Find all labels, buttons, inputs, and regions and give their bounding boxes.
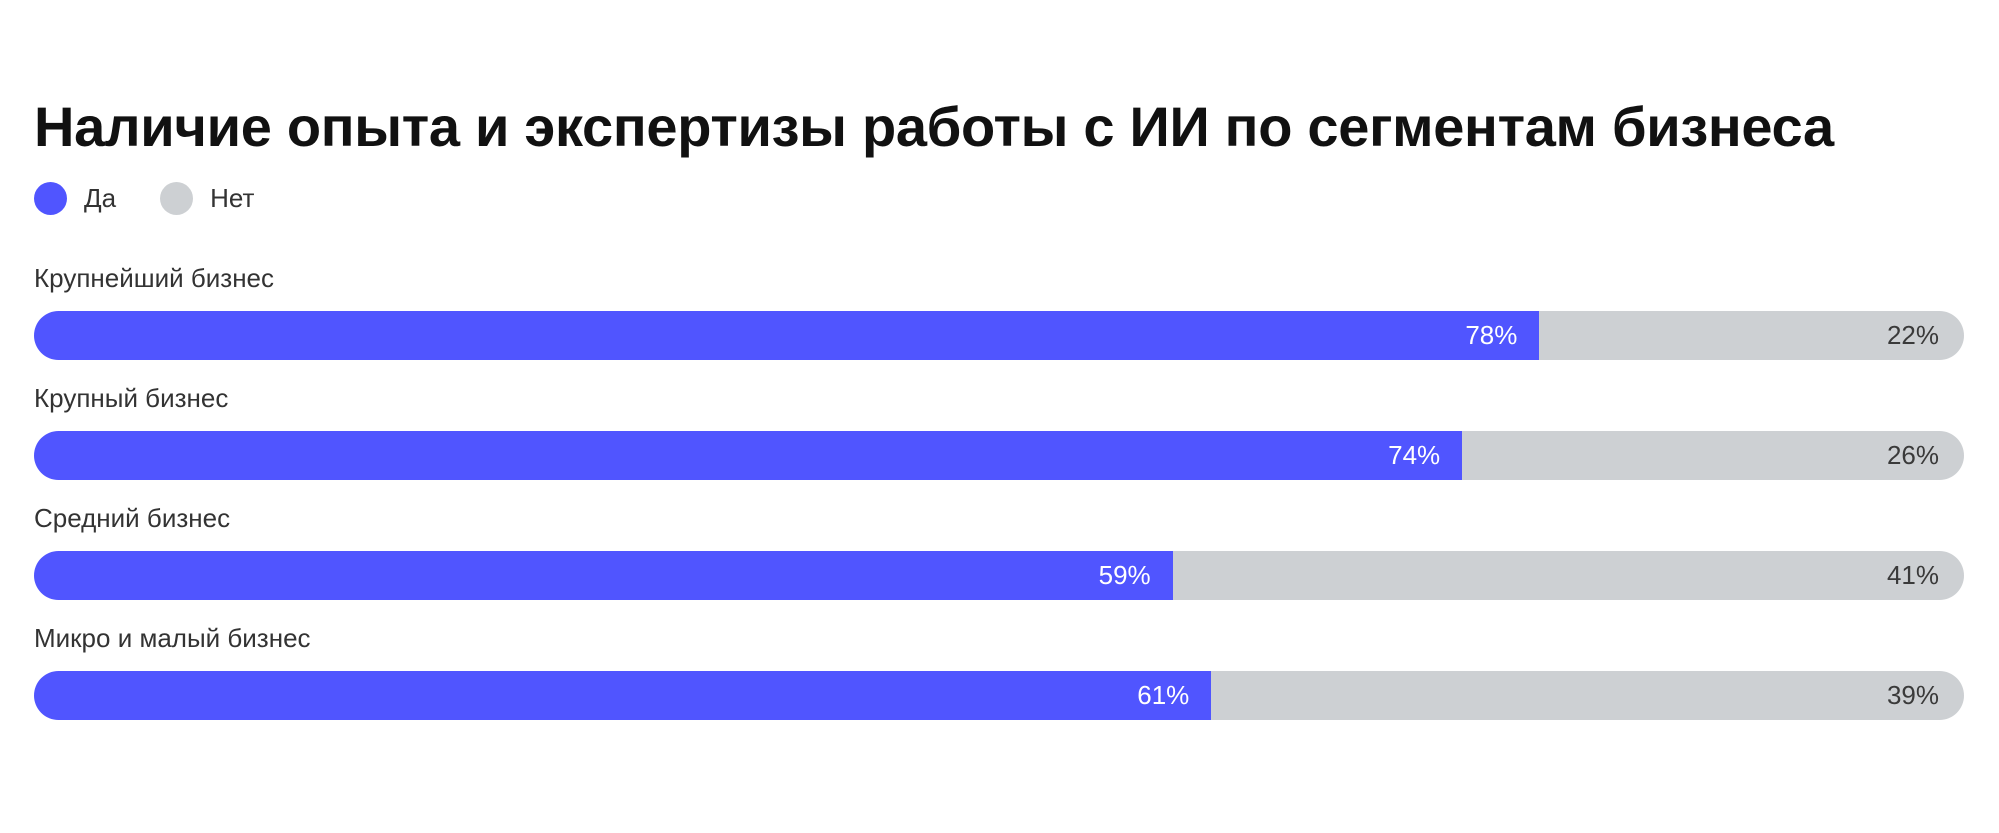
- chart-title: Наличие опыта и экспертизы работы с ИИ п…: [34, 95, 1834, 158]
- data-label-yes: 74%: [1388, 440, 1441, 470]
- data-label-yes: 78%: [1465, 320, 1518, 350]
- legend: Да Нет: [34, 182, 298, 215]
- stacked-bar: 78% 22%: [34, 311, 1964, 360]
- bar-row: Средний бизнес 59% 41%: [34, 502, 1964, 600]
- data-label-yes: 61%: [1137, 680, 1190, 710]
- data-label-no: 22%: [1886, 320, 1939, 350]
- stacked-bar: 59% 41%: [34, 551, 1964, 600]
- legend-label-yes: Да: [84, 183, 117, 213]
- bar-segment-yes: 74%: [34, 431, 1463, 480]
- bar-segment-no: 26%: [1462, 431, 1964, 480]
- data-label-no: 39%: [1886, 680, 1939, 710]
- category-label: Средний бизнес: [34, 503, 231, 533]
- bar-segment-yes: 59%: [34, 551, 1173, 600]
- bar-segment-yes: 61%: [34, 671, 1212, 720]
- category-label: Крупный бизнес: [34, 383, 229, 413]
- bar-row: Микро и малый бизнес 61% 39%: [34, 622, 1964, 720]
- bar-segment-yes: 78%: [34, 311, 1540, 360]
- legend-dot-yes: [34, 182, 67, 215]
- bar-row: Крупный бизнес 74% 26%: [34, 382, 1964, 480]
- legend-dot-no: [160, 182, 194, 215]
- category-label: Микро и малый бизнес: [34, 623, 311, 653]
- bar-segment-no: 22%: [1539, 311, 1964, 360]
- legend-item-no: Нет: [160, 182, 254, 215]
- category-label: Крупнейший бизнес: [34, 263, 275, 293]
- bar-segment-no: 41%: [1172, 551, 1964, 600]
- bar-segment-no: 39%: [1211, 671, 1964, 720]
- stacked-bar: 61% 39%: [34, 671, 1964, 720]
- data-label-yes: 59%: [1098, 560, 1151, 590]
- legend-item-yes: Да: [34, 182, 116, 215]
- bar-row: Крупнейший бизнес 78% 22%: [34, 262, 1964, 360]
- stacked-bar: 74% 26%: [34, 431, 1964, 480]
- data-label-no: 26%: [1886, 440, 1939, 470]
- legend-label-no: Нет: [210, 183, 255, 213]
- data-label-no: 41%: [1886, 560, 1939, 590]
